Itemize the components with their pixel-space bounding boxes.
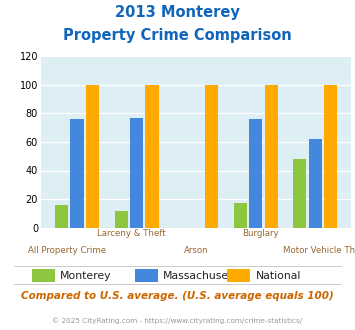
Text: National: National: [256, 271, 301, 280]
Bar: [234, 203, 247, 228]
Text: Arson: Arson: [184, 246, 208, 255]
Text: © 2025 CityRating.com - https://www.cityrating.com/crime-statistics/: © 2025 CityRating.com - https://www.city…: [53, 317, 302, 324]
Text: All Property Crime: All Property Crime: [28, 246, 106, 255]
Text: Larceny & Theft: Larceny & Theft: [98, 229, 166, 238]
Text: Monterey: Monterey: [60, 271, 112, 280]
Text: Compared to U.S. average. (U.S. average equals 100): Compared to U.S. average. (U.S. average …: [21, 291, 334, 301]
Text: Massachusetts: Massachusetts: [163, 271, 244, 280]
Text: Property Crime Comparison: Property Crime Comparison: [63, 28, 292, 43]
Bar: [86, 85, 99, 228]
Bar: [55, 205, 68, 228]
Bar: [70, 119, 83, 228]
Bar: [293, 159, 306, 228]
Bar: [264, 85, 278, 228]
Bar: [146, 85, 159, 228]
Bar: [115, 211, 128, 228]
Text: Burglary: Burglary: [242, 229, 279, 238]
Text: Motor Vehicle Theft: Motor Vehicle Theft: [283, 246, 355, 255]
Bar: [309, 139, 322, 228]
Bar: [324, 85, 337, 228]
Text: 2013 Monterey: 2013 Monterey: [115, 5, 240, 20]
Bar: [130, 117, 143, 228]
Bar: [205, 85, 218, 228]
Bar: [249, 119, 262, 228]
